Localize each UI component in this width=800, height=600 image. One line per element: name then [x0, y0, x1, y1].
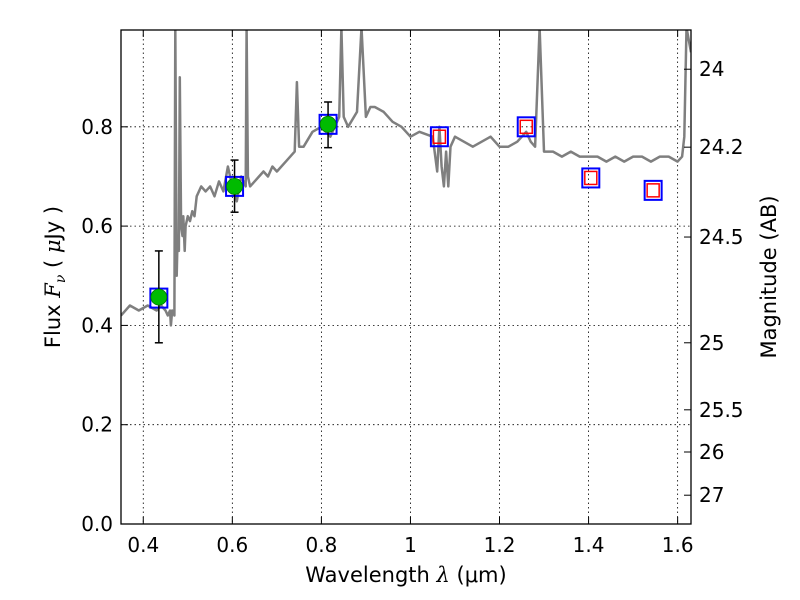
x-tick-label: 1	[404, 533, 417, 557]
x-axis-title: Wavelength λ (μm)	[305, 563, 506, 587]
y2-tick-label: 25.5	[699, 398, 744, 422]
observed-point	[150, 288, 168, 306]
x-tick-label: 0.6	[216, 533, 248, 557]
upper-limit-marker	[432, 129, 447, 144]
y-tick-label: 0.0	[81, 512, 113, 536]
x-tick-label: 0.8	[305, 533, 337, 557]
y-tick-label: 0.2	[81, 413, 113, 437]
y2-tick-label: 24	[699, 57, 724, 81]
y2-tick-label: 24.2	[699, 135, 744, 159]
upper-limit-marker	[646, 183, 660, 198]
y-axis-title: Flux Fν ( μJy )	[41, 206, 69, 348]
model-photometry-marker	[516, 116, 536, 138]
model-photometry-marker	[643, 179, 663, 201]
upper-limit-marker	[584, 170, 598, 186]
y2-tick-label: 25	[699, 331, 724, 355]
model-photometry-marker	[429, 126, 449, 148]
y-tick-label: 0.8	[81, 115, 113, 139]
plot-area	[121, 30, 691, 327]
x-tick-label: 1.2	[484, 533, 516, 557]
x-tick-label: 0.4	[127, 533, 159, 557]
x-tick-label: 1.6	[662, 533, 694, 557]
upper-limit-marker	[519, 119, 533, 135]
observed-point	[226, 177, 243, 195]
grid	[121, 30, 691, 525]
y2-tick-label: 26	[699, 440, 724, 464]
observed-point	[319, 115, 337, 133]
y-tick-label: 0.6	[81, 214, 113, 238]
y2-axis-title: Magnitude (AB)	[757, 195, 781, 358]
ticks: 0.4 0.6 0.8 1 1.2 1.4 1.6 0.0 0.2 0.4 0.6 0.8 24 24.2…	[81, 30, 744, 557]
axes-frame	[120, 29, 692, 525]
x-tick-label: 1.4	[573, 533, 605, 557]
model-photometry-marker	[581, 167, 601, 189]
y2-tick-label: 24.5	[699, 225, 744, 249]
spectrum-line	[121, 30, 691, 327]
y2-tick-label: 27	[699, 483, 724, 507]
y-tick-label: 0.4	[81, 313, 113, 337]
